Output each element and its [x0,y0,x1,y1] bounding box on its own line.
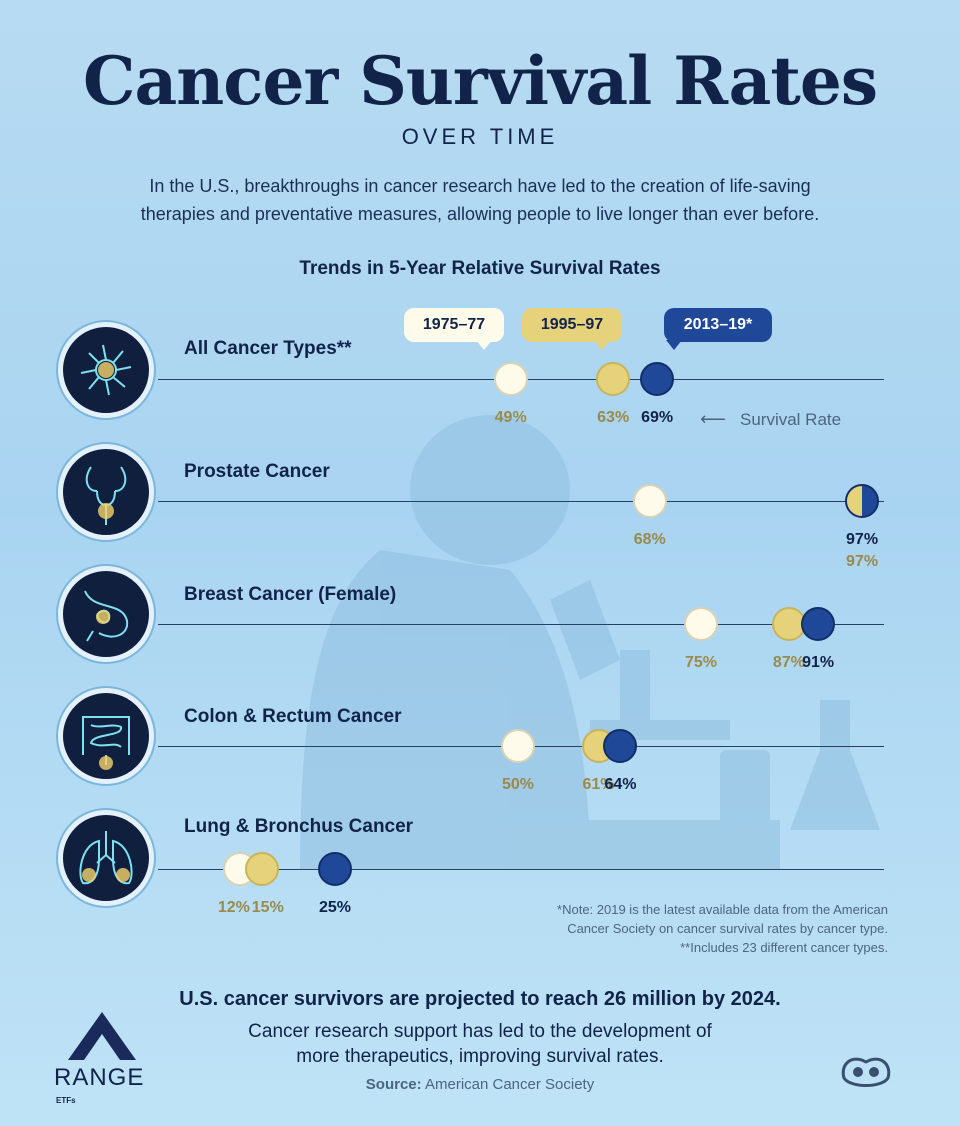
row-label-prostate: Prostate Cancer [184,461,330,482]
bottom-body-line-1: Cancer research support has led to the d… [248,1021,712,1042]
colon-icon [58,688,154,784]
label-prostate-2013: 97% [846,531,879,548]
row-label-breast: Breast Cancer (Female) [184,584,397,605]
dot-lung-2013 [318,852,352,886]
brand-subtitle: ETFs [56,1096,76,1105]
label-prostate-1995: 97% [846,553,879,570]
chart-title: Trends in 5-Year Relative Survival Rates [299,258,661,279]
note-line-2: Cancer Society on cancer survival rates … [567,921,888,936]
breast-icon [58,566,154,662]
brand-name: RANGE [54,1064,145,1091]
bottom-headline: U.S. cancer survivors are projected to r… [179,988,781,1010]
note-line-3: **Includes 23 different cancer types. [680,940,888,955]
intro-line-2: therapies and preventative measures, all… [140,204,820,224]
dot-breast-1975 [684,607,718,641]
source-line: Source: American Cancer Society [0,1076,960,1093]
label-breast-1995: 87% [772,654,805,671]
row-label-all-cancer: All Cancer Types** [184,338,352,359]
dot-lung-1995 [244,852,279,886]
visual-capitalist-logo-icon [841,1057,891,1087]
lungs-icon [58,810,154,906]
cancer-cell-icon [58,322,154,418]
row-label-lung: Lung & Bronchus Cancer [184,816,414,837]
legend-1995-97: 1995–97 [522,308,622,350]
label-lung-2013: 25% [318,899,352,916]
dot-colon-1975 [501,729,535,763]
bottom-body-line-2: more therapeutics, improving survival ra… [296,1046,664,1067]
label-breast-2013: 91% [802,654,835,671]
legend-1975-77: 1975–77 [404,308,504,350]
row-line-prostate [158,501,884,502]
row-label-colon: Colon & Rectum Cancer [184,706,402,727]
label-all-1975: 49% [494,409,527,426]
dot-all-2013 [640,362,675,396]
label-lung-1975: 12% [217,899,250,916]
range-logo-icon [68,1012,136,1060]
page-title: Cancer Survival Rates [83,42,878,120]
dot-all-1995 [596,362,631,396]
dot-prostate-1975 [632,484,667,518]
scientist-silhouette [300,415,880,870]
label-colon-1995: 61% [582,776,615,793]
label-colon-1975: 50% [501,776,535,793]
label-all-2013: 69% [641,409,674,426]
row-line-lung [158,869,884,870]
survival-rate-annotation: Survival Rate [740,410,842,429]
intro-line-1: In the U.S., breakthroughs in cancer res… [149,176,811,196]
dot-breast-2013 [801,607,836,641]
label-colon-2013: 64% [604,776,637,793]
label-breast-1975: 75% [684,654,718,671]
source-value: American Cancer Society [424,1076,595,1093]
dot-prostate-1995-2013 [845,484,880,518]
arrow-left-icon: ⟵ [700,409,726,429]
note-line-1: *Note: 2019 is the latest available data… [557,902,888,917]
row-line-breast [158,624,884,625]
label-prostate-1975: 68% [633,531,666,548]
dot-colon-2013 [603,729,638,763]
dot-breast-1995 [771,607,806,641]
dot-all-1975 [493,362,528,396]
page-subtitle: OVER TIME [401,124,559,149]
source-label: Source: [365,1076,422,1093]
label-lung-1995: 15% [251,899,284,916]
label-all-1995: 63% [597,409,630,426]
prostate-icon [58,444,154,540]
legend-2013-19: 2013–19* [664,308,772,350]
